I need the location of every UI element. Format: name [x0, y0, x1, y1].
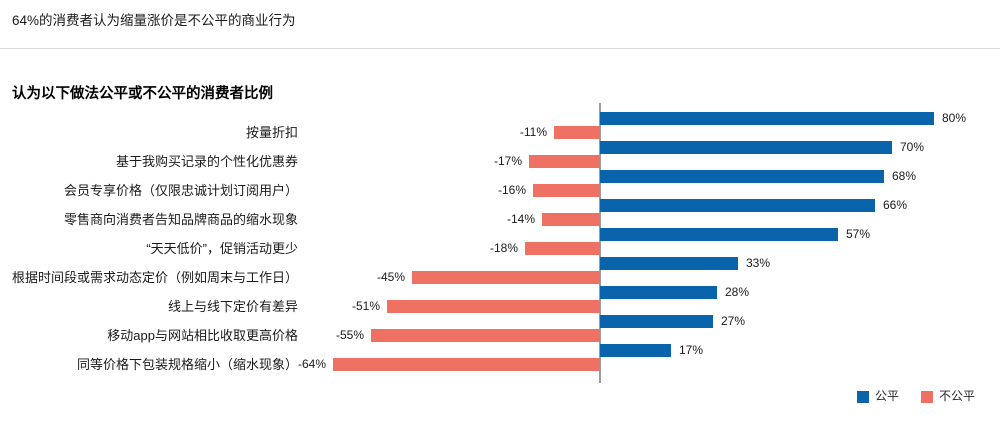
unfair-bar	[412, 271, 600, 284]
unfair-swatch	[920, 390, 933, 403]
category-label: 线上与线下定价有差异	[167, 299, 298, 314]
fair-bar	[600, 199, 875, 212]
unfair-value-label: -14%	[506, 212, 535, 226]
plot-area: 80% -11% 按量折扣 70% -17% 基于我购买记录的个性化优惠券 68% -16% 会…	[0, 103, 1000, 385]
unfair-bar	[333, 358, 600, 371]
fair-bar	[600, 170, 884, 183]
unfair-value-label: -17%	[493, 154, 522, 168]
unfair-value-label: -11%	[519, 125, 547, 139]
unfair-bar	[554, 126, 600, 139]
unfair-bar	[387, 300, 600, 313]
category-label: 会员专享价格（仅限忠诚计划订阅用户）	[63, 183, 298, 198]
chart-title: 认为以下做法公平或不公平的消费者比例	[12, 86, 273, 102]
fair-value-label: 33%	[746, 256, 771, 270]
fair-value-label: 28%	[725, 285, 750, 299]
unfair-bar	[533, 184, 600, 197]
fair-bar	[600, 315, 713, 328]
unfair-value-label: -16%	[497, 183, 526, 197]
fair-swatch	[856, 390, 869, 403]
fair-bar	[600, 286, 717, 299]
legend-item-unfair: 不公平	[920, 389, 975, 403]
fair-bar	[600, 228, 838, 241]
category-label: 同等价格下包装规格缩小（缩水现象）	[76, 357, 298, 372]
legend: 公平 不公平	[856, 389, 975, 403]
header-divider	[0, 48, 1000, 49]
center-axis	[599, 103, 601, 383]
fair-bar	[600, 344, 671, 357]
fair-value-label: 68%	[892, 169, 917, 183]
fair-value-label: 27%	[721, 314, 746, 328]
unfair-value-label: -64%	[297, 357, 326, 371]
fair-legend-label: 公平	[874, 389, 899, 403]
unfair-value-label: -45%	[376, 270, 405, 284]
fair-bar	[600, 141, 892, 154]
unfair-value-label: -18%	[489, 241, 518, 255]
unfair-value-label: -55%	[335, 328, 364, 342]
fair-value-label: 17%	[679, 343, 704, 357]
fair-bar	[600, 112, 934, 125]
fair-value-label: 57%	[846, 227, 871, 241]
unfair-bar	[542, 213, 600, 226]
legend-item-fair: 公平	[856, 389, 899, 403]
fair-value-label: 80%	[942, 111, 967, 125]
unfair-bar	[529, 155, 600, 168]
unfair-value-label: -51%	[351, 299, 380, 313]
unfair-bar	[371, 329, 600, 342]
category-label: “天天低价”，促销活动更少	[146, 241, 298, 256]
category-label: 按量折扣	[245, 125, 298, 140]
category-label: 移动app与网站相比收取更高价格	[107, 328, 298, 343]
category-label: 基于我购买记录的个性化优惠券	[115, 154, 298, 169]
unfair-bar	[525, 242, 600, 255]
category-label: 根据时间段或需求动态定价（例如周末与工作日）	[11, 270, 298, 285]
unfair-legend-label: 不公平	[938, 389, 975, 403]
fair-bar	[600, 257, 738, 270]
page-title: 64%的消费者认为缩量涨价是不公平的商业行为	[12, 13, 296, 28]
category-label: 零售商向消费者告知品牌商品的缩水现象	[63, 212, 298, 227]
fair-value-label: 70%	[900, 140, 925, 154]
fair-value-label: 66%	[883, 198, 908, 212]
